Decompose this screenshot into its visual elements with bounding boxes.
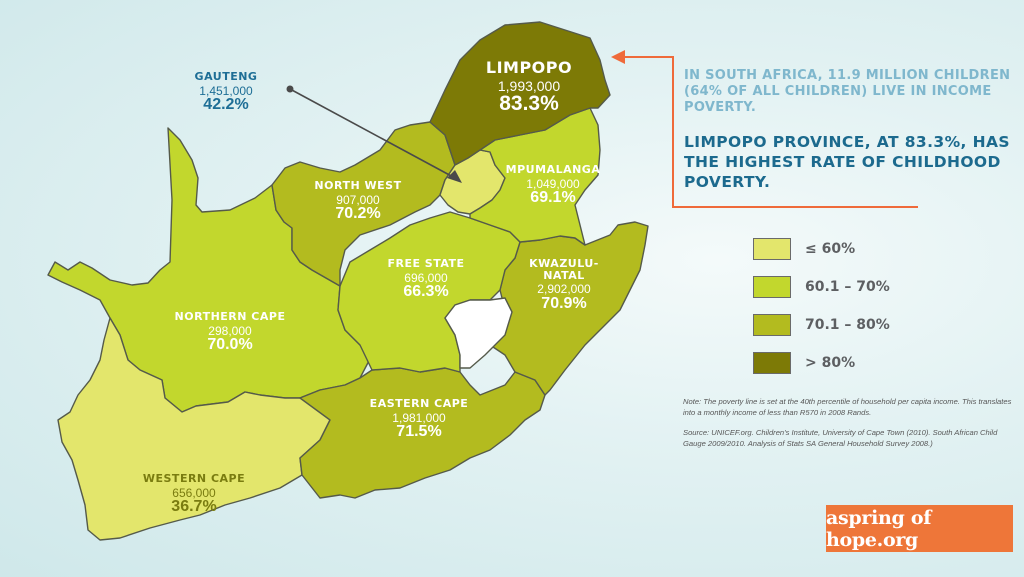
child-count: 298,000: [208, 323, 252, 338]
label-eastern-cape: EASTERN CAPE 1,981,000 71.5%: [370, 398, 469, 441]
legend-item: > 80%: [753, 344, 890, 382]
province-name: FREE STATE: [387, 257, 465, 270]
child-count: 1,049,000: [526, 176, 580, 191]
legend-swatch: [753, 238, 791, 260]
province-name: NORTHERN CAPE: [174, 310, 286, 323]
legend-label: 70.1 – 80%: [805, 317, 890, 333]
poverty-rate: 70.9%: [541, 294, 587, 312]
poverty-line-note: Note: The poverty line is set at the 40t…: [683, 397, 1012, 417]
callout-arrowhead-icon: [611, 50, 625, 64]
province-name-line1: KWAZULU-: [529, 257, 599, 270]
poverty-rate: 66.3%: [403, 283, 449, 301]
child-count: 1,451,000: [199, 83, 253, 98]
poverty-rate: 70.0%: [207, 336, 253, 354]
legend-item: 70.1 – 80%: [753, 306, 890, 344]
label-kwazulu-natal: KWAZULU- NATAL 2,902,000 70.9%: [529, 258, 599, 312]
legend: ≤ 60% 60.1 – 70% 70.1 – 80% > 80%: [753, 230, 890, 382]
label-western-cape: WESTERN CAPE 656,000 36.7%: [143, 473, 245, 516]
label-free-state: FREE STATE 696,000 66.3%: [387, 258, 464, 301]
lesotho: [444, 297, 513, 369]
callout-intro-text: IN SOUTH AFRICA, 11.9 MILLION CHILDREN (…: [684, 68, 1011, 115]
province-name-line2: NATAL: [543, 268, 585, 282]
callout-connector: [620, 56, 674, 58]
legend-label: ≤ 60%: [805, 241, 856, 257]
legend-label: 60.1 – 70%: [805, 279, 890, 295]
poverty-rate: 70.2%: [335, 205, 381, 223]
label-gauteng: GAUTENG 1,451,000 42.2%: [195, 71, 258, 114]
province-limpopo[interactable]: [429, 21, 611, 166]
poverty-rate: 69.1%: [530, 189, 576, 207]
gauteng-pointer-line: [289, 88, 456, 179]
poverty-rate: 36.7%: [171, 498, 217, 516]
province-name: MPUMALANGA: [505, 163, 601, 176]
label-northern-cape: NORTHERN CAPE 298,000 70.0%: [175, 311, 286, 354]
province-name: GAUTENG: [194, 70, 258, 83]
callout-bracket: [672, 58, 918, 208]
province-western-cape[interactable]: [57, 317, 331, 541]
child-count: 907,000: [336, 192, 380, 207]
legend-label: > 80%: [805, 355, 856, 371]
province-name: LIMPOPO: [485, 58, 573, 77]
label-mpumalanga: MPUMALANGA 1,049,000 69.1%: [506, 164, 601, 207]
legend-item: ≤ 60%: [753, 230, 890, 268]
legend-swatch: [753, 352, 791, 374]
logo-text: aspring of hope.org: [826, 506, 932, 551]
source-citation: Source: UNICEF.org. Children's Institute…: [683, 428, 998, 448]
label-north-west: NORTH WEST 907,000 70.2%: [314, 180, 401, 223]
footnotes: Note: The poverty line is set at the 40t…: [683, 397, 1013, 459]
province-name: NORTH WEST: [314, 179, 402, 192]
legend-swatch: [753, 314, 791, 336]
gauteng-pointer-dot: [286, 85, 294, 93]
gauteng-pointer-arrowhead: [447, 170, 462, 183]
callout-headline: LIMPOPO PROVINCE, AT 83.3%, HAS THE HIGH…: [684, 133, 1010, 191]
aspringofhope-logo[interactable]: aspring of hope.org: [826, 505, 1013, 552]
legend-swatch: [753, 276, 791, 298]
child-count: 696,000: [404, 270, 448, 285]
province-name: WESTERN CAPE: [142, 472, 246, 485]
child-count: 1,981,000: [392, 410, 446, 425]
label-limpopo: LIMPOPO 1,993,000 83.3%: [485, 58, 573, 116]
legend-item: 60.1 – 70%: [753, 268, 890, 306]
poverty-rate: 42.2%: [203, 96, 249, 114]
poverty-rate: 71.5%: [396, 423, 442, 441]
child-count: 656,000: [172, 485, 216, 500]
poverty-rate: 83.3%: [499, 92, 559, 116]
province-name: EASTERN CAPE: [369, 397, 469, 410]
child-count: 1,993,000: [497, 77, 561, 94]
child-count: 2,902,000: [537, 282, 591, 297]
